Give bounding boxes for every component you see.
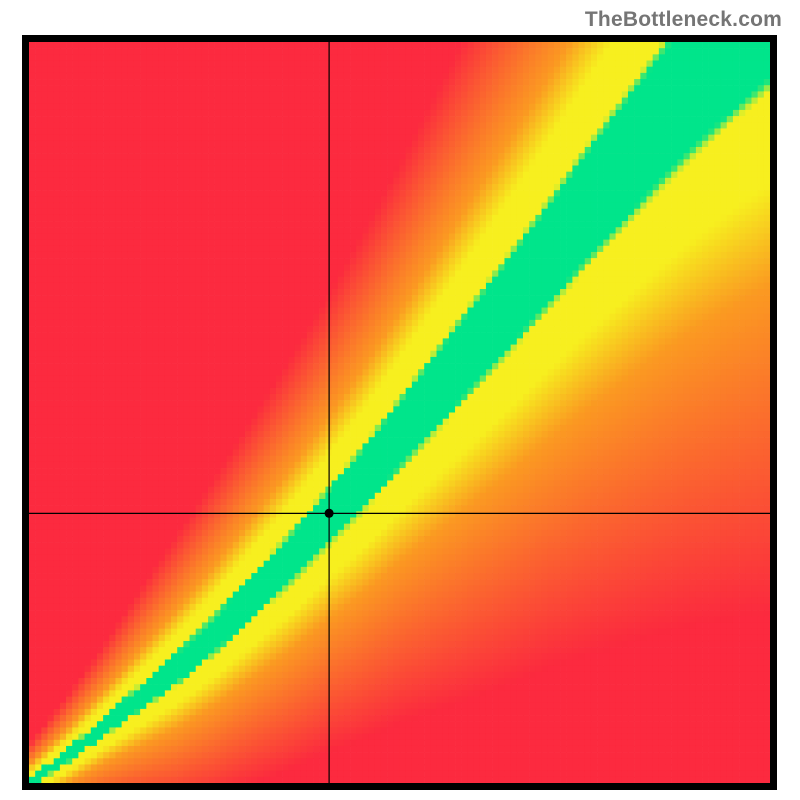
chart-frame	[22, 35, 777, 790]
heatmap-canvas	[29, 42, 770, 783]
watermark-text: TheBottleneck.com	[585, 8, 782, 32]
figure-container: TheBottleneck.com	[0, 0, 800, 800]
